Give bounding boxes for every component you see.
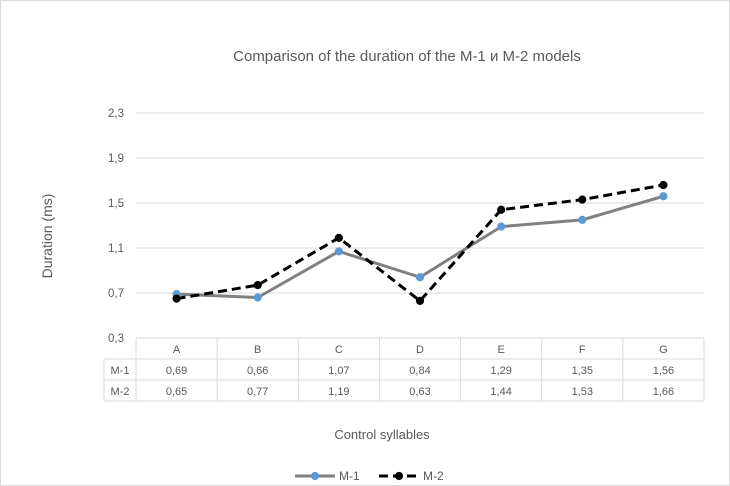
data-point — [253, 293, 262, 302]
series-lines — [172, 180, 668, 305]
y-tick-label: 1,9 — [108, 153, 124, 165]
x-category-label: C — [335, 344, 343, 356]
table-series-name: M-2 — [111, 386, 130, 398]
data-point — [253, 281, 262, 290]
data-label: 1,19 — [328, 386, 349, 398]
x-category-label: B — [254, 344, 261, 356]
legend-marker — [310, 471, 320, 481]
series-line-m-1 — [176, 194, 664, 299]
y-axis-label: Duration (ms) — [39, 194, 55, 279]
y-tick-label: 2,3 — [108, 108, 124, 120]
x-axis-label: Control syllables — [334, 427, 430, 442]
data-point — [578, 215, 587, 224]
data-label: 1,29 — [490, 365, 511, 377]
x-category-label: A — [173, 344, 181, 356]
legend-label: M-2 — [423, 469, 444, 483]
data-label: 0,84 — [409, 365, 430, 377]
data-point — [172, 294, 181, 303]
data-label: 0,65 — [166, 386, 187, 398]
data-point — [334, 247, 343, 256]
x-category-label: E — [497, 344, 504, 356]
data-label: 0,66 — [247, 365, 268, 377]
data-label: 1,56 — [653, 365, 674, 377]
data-point — [578, 195, 587, 204]
data-label: 1,53 — [572, 386, 593, 398]
data-label: 0,77 — [247, 386, 268, 398]
table-series-name: M-1 — [111, 365, 130, 377]
series-line-m-2 — [176, 183, 664, 303]
data-point — [497, 205, 506, 214]
y-tick-label: 0,3 — [108, 333, 124, 345]
data-table: A B C D E F G M-1 0,69 0,66 1,07 0,84 1,29 1,35 1,56 M-… — [103, 338, 705, 402]
x-category-label: G — [659, 344, 668, 356]
chart-title: Comparison of the duration of the M-1 и … — [233, 48, 581, 65]
y-tick-labels: 0,3 0,7 1,1 1,5 1,9 2,3 — [108, 108, 124, 345]
data-label: 0,63 — [409, 386, 430, 398]
x-category-label: D — [416, 344, 424, 356]
data-point — [415, 296, 425, 305]
y-tick-label: 0,7 — [108, 288, 124, 300]
y-tick-label: 1,5 — [108, 198, 124, 210]
x-category-label: F — [579, 344, 586, 356]
gridlines — [136, 112, 704, 339]
data-label: 1,07 — [328, 365, 349, 377]
data-label: 1,44 — [490, 386, 511, 398]
data-label: 1,66 — [653, 386, 674, 398]
data-point — [497, 222, 506, 231]
legend-label: M-1 — [339, 469, 360, 483]
legend-marker — [394, 471, 404, 481]
data-point — [659, 180, 668, 190]
y-tick-label: 1,1 — [108, 243, 124, 255]
data-point — [659, 192, 668, 201]
data-point — [334, 233, 343, 242]
data-label: 0,69 — [166, 365, 187, 377]
data-label: 1,35 — [572, 365, 593, 377]
legend: M-1 M-2 — [295, 469, 444, 483]
data-point — [415, 273, 425, 282]
